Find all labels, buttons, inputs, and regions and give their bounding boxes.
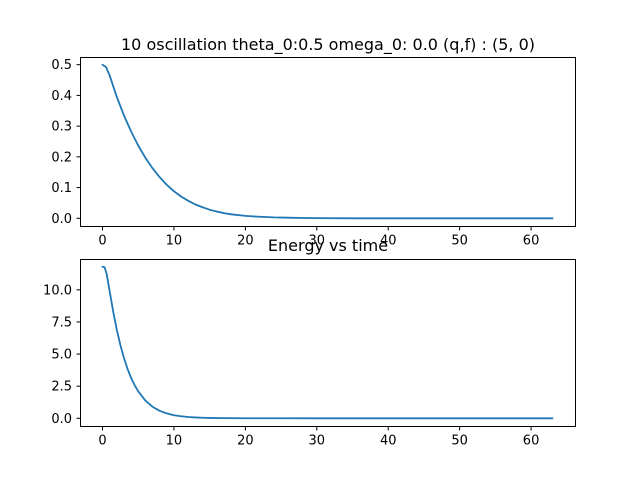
- oscillation-x-tick-label: 60: [523, 234, 540, 249]
- oscillation-x-tick-label: 30: [309, 234, 326, 249]
- energy-x-tick-label: 50: [451, 434, 468, 449]
- oscillation-x-tick-label: 40: [380, 234, 397, 249]
- oscillation-y-tick-label: 0.2: [51, 150, 72, 165]
- energy-title: Energy vs time: [268, 236, 388, 255]
- oscillation-y-tick-label: 0.0: [51, 212, 72, 227]
- oscillation-subplot: 10 oscillation theta_0:0.5 omega_0: 0.0 …: [51, 35, 576, 249]
- energy-y-tick-label: 0.0: [51, 412, 72, 427]
- oscillation-x-tick-label: 20: [237, 234, 254, 249]
- energy-axes-frame: [80, 259, 576, 427]
- oscillation-x-ticks: 0 10 20 30 40 50 60: [98, 226, 540, 249]
- energy-y-tick-label: 5.0: [51, 348, 72, 363]
- oscillation-x-tick-label: 0: [98, 234, 106, 249]
- oscillation-series-line: [101, 63, 554, 220]
- energy-y-tick-label: 10.0: [43, 283, 72, 298]
- oscillation-y-tick-label: 0.5: [51, 58, 72, 73]
- oscillation-y-ticks: 0.0 0.1 0.2 0.3 0.4 0.5: [51, 58, 81, 227]
- energy-x-ticks: 0 10 20 30 40 50 60: [98, 426, 540, 449]
- oscillation-x-tick-label: 10: [166, 234, 183, 249]
- oscillation-y-tick-label: 0.3: [51, 120, 72, 135]
- energy-series-line: [101, 265, 554, 420]
- energy-x-tick-label: 60: [523, 434, 540, 449]
- oscillation-y-tick-label: 0.4: [51, 89, 72, 104]
- oscillation-x-tick-label: 50: [451, 234, 468, 249]
- energy-subplot: Energy vs time 0.0 2.5 5.0 7.5 10.0 0 10 20 30 4…: [43, 236, 576, 449]
- energy-x-tick-label: 0: [98, 434, 106, 449]
- energy-y-tick-label: 7.5: [51, 315, 72, 330]
- energy-x-tick-label: 10: [166, 434, 183, 449]
- energy-x-tick-label: 40: [380, 434, 397, 449]
- energy-x-tick-label: 20: [237, 434, 254, 449]
- energy-x-tick-label: 30: [309, 434, 326, 449]
- oscillation-axes-frame: [80, 57, 576, 227]
- energy-y-ticks: 0.0 2.5 5.0 7.5 10.0: [43, 283, 81, 427]
- energy-y-tick-label: 2.5: [51, 380, 72, 395]
- oscillation-y-tick-label: 0.1: [51, 181, 72, 196]
- oscillation-title: 10 oscillation theta_0:0.5 omega_0: 0.0 …: [121, 35, 535, 55]
